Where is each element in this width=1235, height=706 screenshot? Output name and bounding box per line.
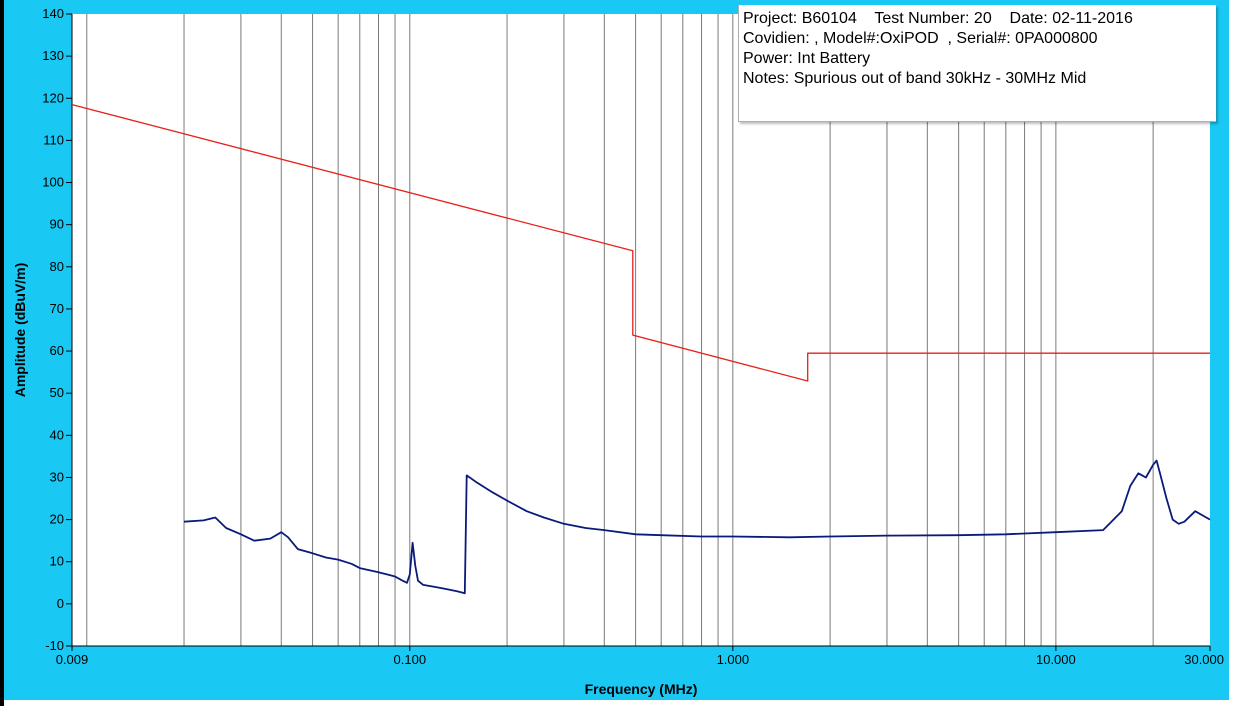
info-line-notes: Notes: Spurious out of band 30kHz - 30MH…: [743, 69, 1216, 89]
x-tick-label: 0.009: [56, 652, 89, 667]
y-tick-label: 0: [57, 596, 64, 611]
y-tick-label: 40: [50, 427, 64, 442]
y-tick-label: 10: [50, 554, 64, 569]
y-axis-label: Amplitude (dBuV/m): [12, 263, 28, 398]
test-info-box: Project: B60104 Test Number: 20 Date: 02…: [738, 5, 1216, 122]
info-line-model: Covidien: , Model#:OxiPOD , Serial#: 0PA…: [743, 29, 1216, 49]
y-tick-label: -10: [45, 638, 64, 653]
y-tick-label: 70: [50, 301, 64, 316]
y-tick-label: 100: [42, 175, 64, 190]
y-tick-label: 20: [50, 512, 64, 527]
y-tick-label: 50: [50, 385, 64, 400]
y-tick-label: 80: [50, 259, 64, 274]
y-tick-label: 90: [50, 217, 64, 232]
y-tick-label: 130: [42, 48, 64, 63]
y-tick-label: 60: [50, 343, 64, 358]
y-tick-label: 30: [50, 469, 64, 484]
x-tick-label: 10.000: [1036, 652, 1076, 667]
x-tick-label: 0.100: [394, 652, 427, 667]
y-tick-label: 140: [42, 6, 64, 21]
info-line-project: Project: B60104 Test Number: 20 Date: 02…: [743, 9, 1216, 29]
y-tick-label: 120: [42, 90, 64, 105]
info-line-power: Power: Int Battery: [743, 49, 1216, 69]
x-axis-label: Frequency (MHz): [585, 681, 698, 697]
x-tick-label: 1.000: [717, 652, 750, 667]
left-dark-edge: [0, 0, 4, 706]
y-tick-label: 110: [43, 132, 64, 147]
right-border: [1229, 0, 1235, 706]
bottom-border: [0, 700, 1235, 706]
x-tick-label: 30.000: [1184, 652, 1224, 667]
